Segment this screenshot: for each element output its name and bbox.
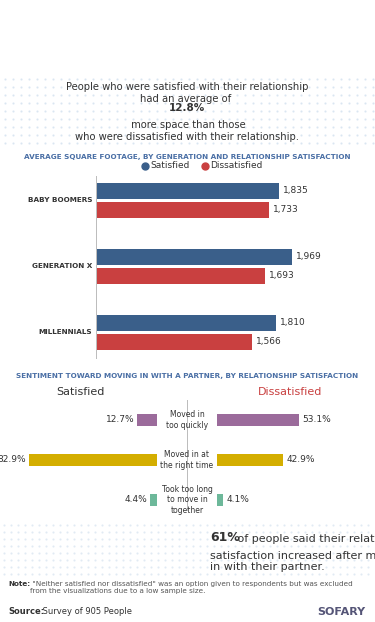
Text: Took too long
to move in
together: Took too long to move in together (162, 485, 212, 515)
Bar (150, 494, 157, 506)
Text: Satisfying Situation?: Satisfying Situation? (0, 24, 375, 55)
Bar (28, 454, 157, 466)
Bar (137, 414, 157, 426)
Text: BABY BOOMERS: BABY BOOMERS (27, 197, 92, 203)
Text: 4.1%: 4.1% (226, 496, 249, 504)
Text: Moved in
too quickly: Moved in too quickly (166, 411, 208, 430)
Text: 61%: 61% (210, 531, 240, 544)
Bar (97, 202, 268, 218)
Text: satisfaction increased after moving: satisfaction increased after moving (210, 551, 375, 561)
Text: Dissatisfied: Dissatisfied (258, 387, 322, 397)
Bar (217, 454, 284, 466)
Text: "Neither satisfied nor dissatisfied" was an option given to respondents but was : "Neither satisfied nor dissatisfied" was… (30, 581, 353, 594)
Text: in with their partner.: in with their partner. (210, 562, 325, 572)
Text: SOFARY: SOFARY (317, 607, 365, 617)
Text: Survey of 905 People: Survey of 905 People (40, 608, 132, 616)
Bar (217, 494, 223, 506)
Text: Note:: Note: (8, 581, 30, 587)
Text: 1,566: 1,566 (256, 337, 282, 346)
Text: Dissatisfied: Dissatisfied (210, 162, 262, 170)
Text: 1,693: 1,693 (268, 271, 294, 280)
Text: 4.4%: 4.4% (124, 496, 147, 504)
Text: GENERATION X: GENERATION X (32, 263, 92, 269)
Text: SENTIMENT TOWARD MOVING IN WITH A PARTNER, BY RELATIONSHIP SATISFACTION: SENTIMENT TOWARD MOVING IN WITH A PARTNE… (16, 373, 358, 379)
Bar (217, 414, 299, 426)
Text: 53.1%: 53.1% (302, 415, 331, 424)
Bar (97, 315, 276, 330)
Text: Satisfied: Satisfied (56, 387, 104, 397)
Text: Satisfied: Satisfied (150, 162, 189, 170)
Text: AVERAGE SQUARE FOOTAGE, BY GENERATION AND RELATIONSHIP SATISFACTION: AVERAGE SQUARE FOOTAGE, BY GENERATION AN… (24, 154, 350, 160)
Text: Moved in at
the right time: Moved in at the right time (160, 450, 214, 470)
Bar (97, 249, 292, 264)
Text: 1,810: 1,810 (280, 318, 306, 327)
Text: MILLENNIALS: MILLENNIALS (38, 329, 92, 335)
Text: 12.7%: 12.7% (106, 415, 134, 424)
Text: 1,969: 1,969 (296, 252, 322, 261)
Text: Source:: Source: (8, 608, 44, 616)
Text: more space than those
who were dissatisfied with their relationship.: more space than those who were dissatisf… (75, 120, 299, 142)
Bar (97, 267, 265, 284)
Bar (97, 182, 279, 198)
Text: of people said their relationship: of people said their relationship (234, 534, 375, 544)
Text: 1,733: 1,733 (273, 205, 298, 214)
Text: 1,835: 1,835 (283, 186, 309, 195)
Text: 42.9%: 42.9% (286, 455, 315, 465)
Text: People who were satisfied with their relationship
had an average of: People who were satisfied with their rel… (66, 82, 308, 104)
Text: 82.9%: 82.9% (0, 455, 26, 465)
Bar (97, 333, 252, 350)
Text: 12.8%: 12.8% (169, 103, 205, 113)
